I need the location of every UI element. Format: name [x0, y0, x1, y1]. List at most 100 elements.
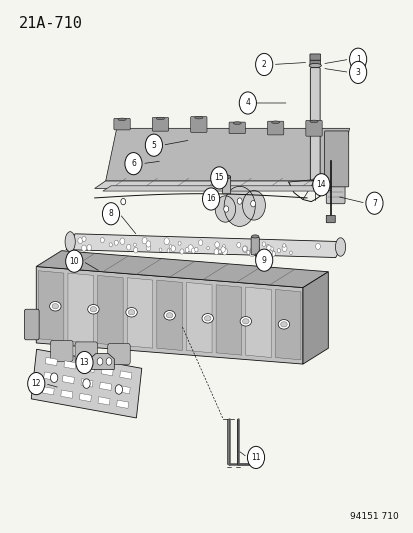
Ellipse shape — [278, 320, 289, 329]
Circle shape — [365, 192, 382, 214]
Ellipse shape — [309, 63, 320, 68]
Circle shape — [242, 246, 247, 252]
Polygon shape — [36, 266, 302, 364]
Polygon shape — [62, 375, 74, 384]
Circle shape — [255, 249, 272, 271]
Circle shape — [206, 246, 209, 250]
Circle shape — [145, 134, 162, 156]
Polygon shape — [302, 272, 328, 364]
Text: 10: 10 — [69, 257, 79, 266]
Circle shape — [242, 246, 247, 253]
Circle shape — [214, 242, 219, 248]
Ellipse shape — [88, 304, 99, 314]
Text: 5: 5 — [151, 141, 156, 150]
Polygon shape — [82, 364, 94, 373]
FancyBboxPatch shape — [310, 68, 319, 181]
Circle shape — [250, 200, 255, 207]
Circle shape — [133, 243, 136, 246]
Polygon shape — [61, 390, 73, 398]
Circle shape — [266, 244, 269, 248]
Polygon shape — [44, 372, 56, 380]
FancyBboxPatch shape — [75, 342, 97, 363]
Ellipse shape — [233, 122, 241, 124]
Text: 4: 4 — [245, 99, 250, 108]
Circle shape — [121, 198, 126, 205]
Circle shape — [50, 373, 58, 383]
Ellipse shape — [164, 311, 175, 320]
Circle shape — [198, 240, 202, 245]
Circle shape — [216, 248, 218, 252]
Circle shape — [312, 174, 329, 196]
Polygon shape — [100, 382, 112, 390]
FancyBboxPatch shape — [251, 237, 259, 255]
Circle shape — [271, 251, 275, 256]
Ellipse shape — [251, 235, 258, 238]
Circle shape — [239, 92, 256, 114]
FancyBboxPatch shape — [325, 180, 344, 204]
Ellipse shape — [156, 117, 164, 120]
Text: 21A-710: 21A-710 — [19, 16, 83, 31]
Circle shape — [214, 249, 218, 255]
Circle shape — [249, 247, 255, 254]
Circle shape — [81, 245, 86, 251]
Circle shape — [222, 245, 225, 248]
Polygon shape — [31, 349, 141, 418]
Ellipse shape — [240, 317, 251, 326]
Text: 9: 9 — [261, 256, 266, 265]
Ellipse shape — [90, 306, 97, 312]
Text: 15: 15 — [214, 173, 223, 182]
Ellipse shape — [65, 232, 75, 252]
FancyBboxPatch shape — [325, 215, 335, 223]
Polygon shape — [36, 251, 328, 288]
Circle shape — [87, 245, 91, 251]
FancyBboxPatch shape — [324, 131, 348, 187]
Circle shape — [66, 250, 83, 272]
Circle shape — [97, 358, 102, 365]
Ellipse shape — [166, 313, 173, 318]
Polygon shape — [101, 367, 113, 376]
Circle shape — [188, 245, 193, 252]
Circle shape — [171, 246, 175, 252]
Circle shape — [115, 385, 122, 394]
Ellipse shape — [194, 116, 202, 119]
Polygon shape — [116, 400, 128, 408]
Circle shape — [164, 238, 169, 245]
Circle shape — [281, 245, 286, 252]
Circle shape — [78, 238, 82, 244]
Circle shape — [82, 236, 86, 241]
Circle shape — [120, 238, 125, 244]
Polygon shape — [98, 397, 110, 405]
Circle shape — [261, 242, 265, 246]
Text: 16: 16 — [206, 195, 215, 204]
Text: 3: 3 — [355, 68, 360, 77]
Polygon shape — [66, 234, 344, 257]
Polygon shape — [102, 186, 331, 191]
Text: 12: 12 — [31, 379, 41, 388]
Text: 2: 2 — [261, 60, 266, 69]
Circle shape — [289, 251, 292, 254]
Ellipse shape — [271, 121, 279, 124]
FancyBboxPatch shape — [24, 309, 39, 340]
Circle shape — [255, 247, 259, 253]
Circle shape — [276, 248, 280, 253]
Polygon shape — [127, 278, 152, 348]
Polygon shape — [157, 280, 182, 351]
FancyBboxPatch shape — [50, 341, 73, 361]
Circle shape — [28, 373, 45, 394]
Circle shape — [242, 191, 265, 220]
Ellipse shape — [118, 118, 126, 120]
Circle shape — [102, 203, 119, 225]
Ellipse shape — [242, 319, 249, 324]
Circle shape — [223, 206, 228, 212]
FancyBboxPatch shape — [309, 60, 320, 66]
Circle shape — [191, 248, 195, 253]
Text: 14: 14 — [316, 180, 325, 189]
FancyBboxPatch shape — [309, 54, 320, 60]
Text: 6: 6 — [131, 159, 135, 168]
Polygon shape — [245, 287, 271, 358]
Circle shape — [76, 351, 93, 374]
Circle shape — [210, 167, 227, 189]
Circle shape — [178, 241, 180, 245]
Circle shape — [169, 245, 172, 249]
Ellipse shape — [126, 308, 137, 317]
